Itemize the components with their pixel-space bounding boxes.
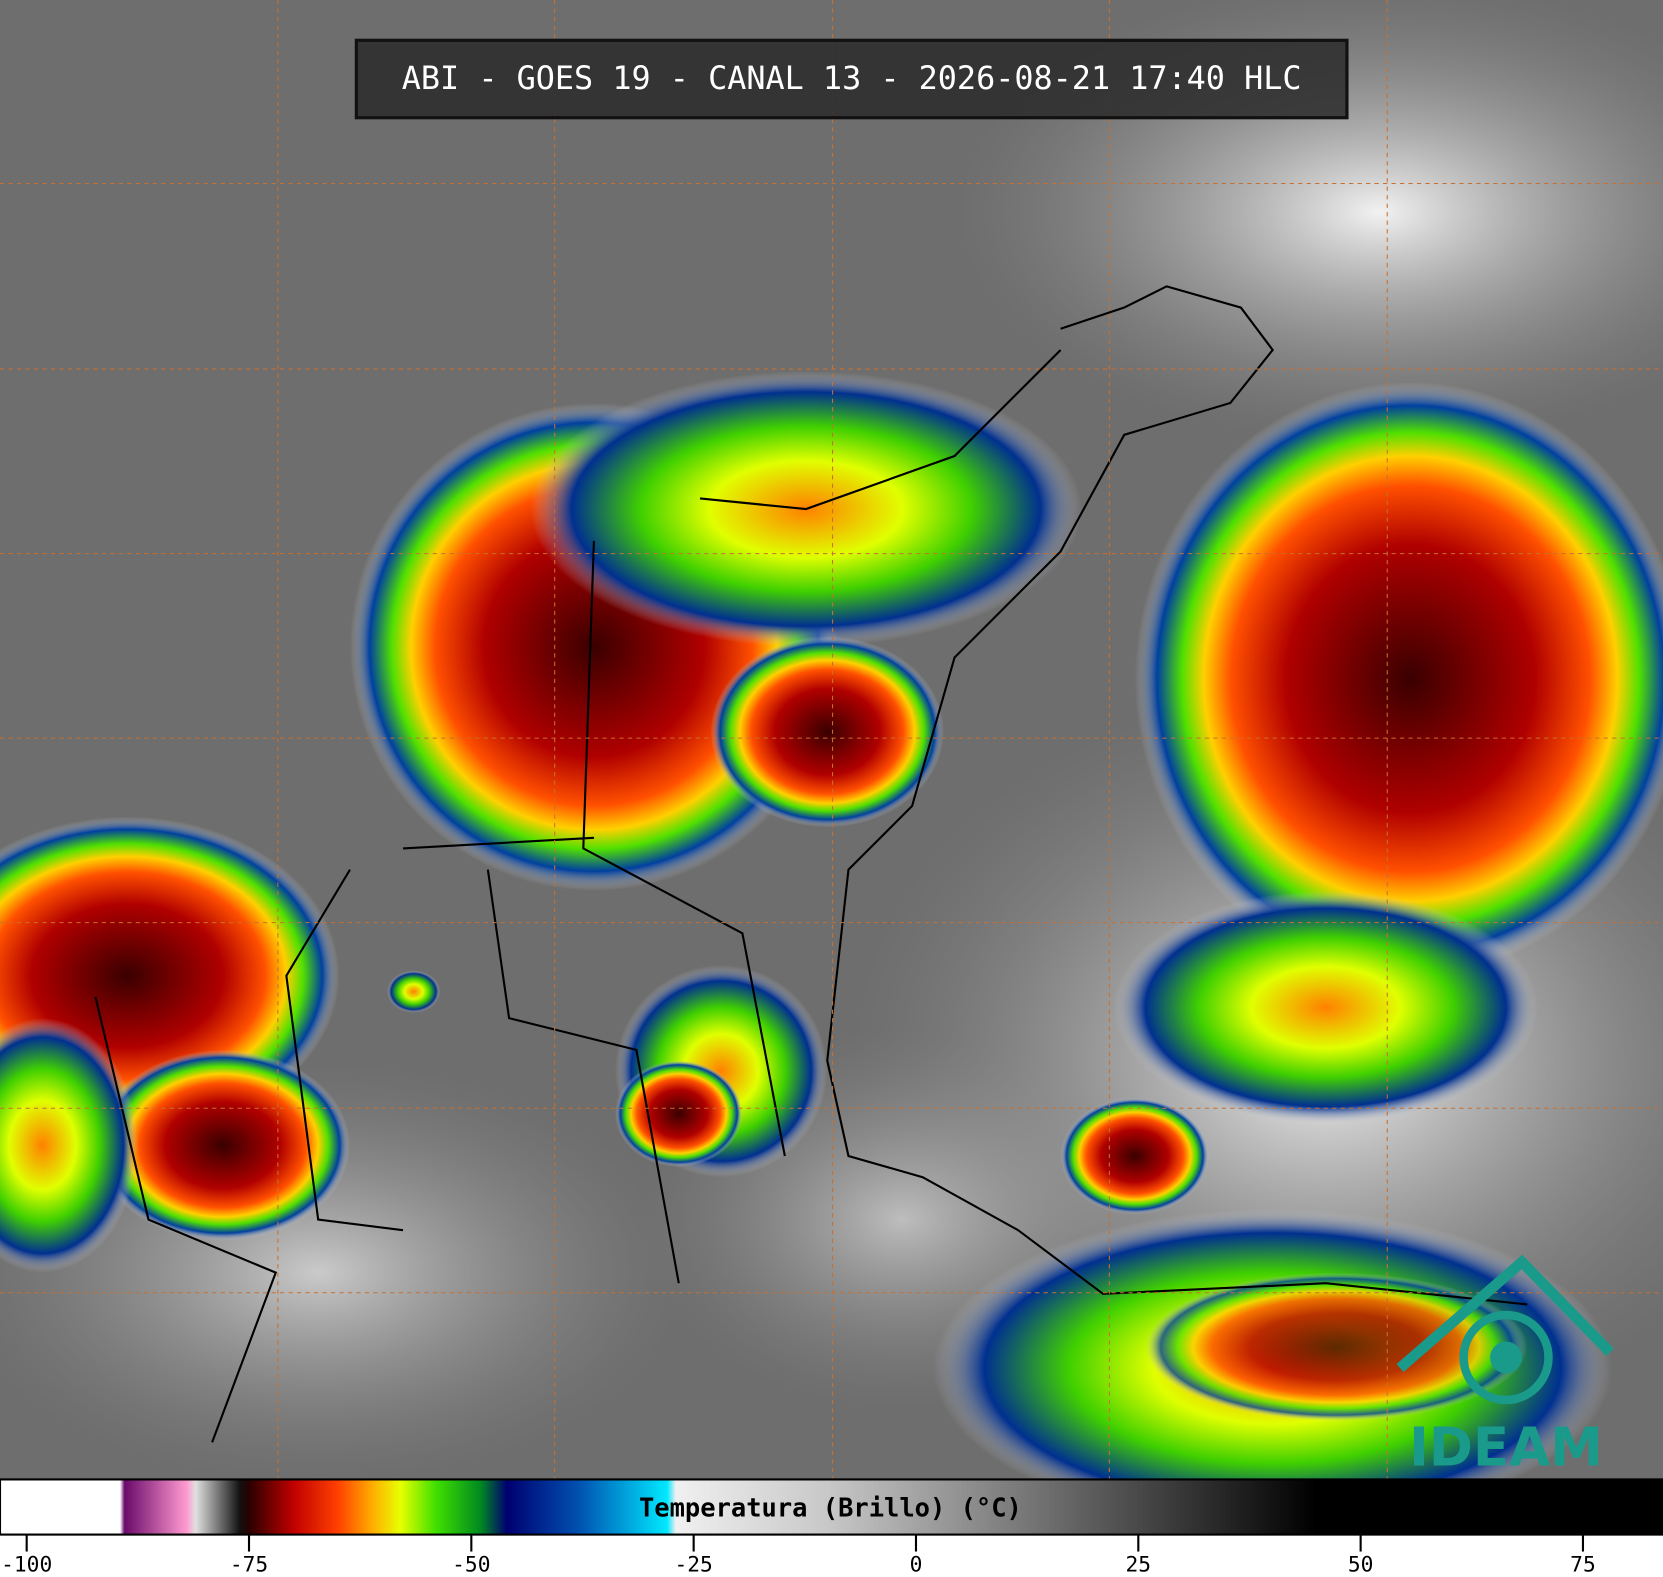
logo-text: IDEAM <box>1409 1417 1603 1479</box>
title-box <box>354 38 1349 120</box>
imagery <box>0 0 1663 1528</box>
tick-label: 0 <box>910 1553 923 1577</box>
tick-label: 25 <box>1126 1553 1152 1577</box>
tick-label: -50 <box>452 1553 490 1577</box>
tick-label: 75 <box>1570 1553 1596 1577</box>
tick-label: -100 <box>1 1553 52 1577</box>
tick-label: 50 <box>1348 1553 1374 1577</box>
logo: IDEAM <box>1396 1254 1614 1479</box>
colorbar: Temperatura (Brillo) (°C) -100 -75 -50 -25 0… <box>0 1478 1663 1577</box>
colorbar-label: Temperatura (Brillo) (°C) <box>639 1494 1022 1524</box>
tick-label: -75 <box>230 1553 268 1577</box>
title: ABI - GOES 19 - CANAL 13 - 2026-08-21 17… <box>402 59 1302 97</box>
tick-label: -25 <box>675 1553 713 1577</box>
